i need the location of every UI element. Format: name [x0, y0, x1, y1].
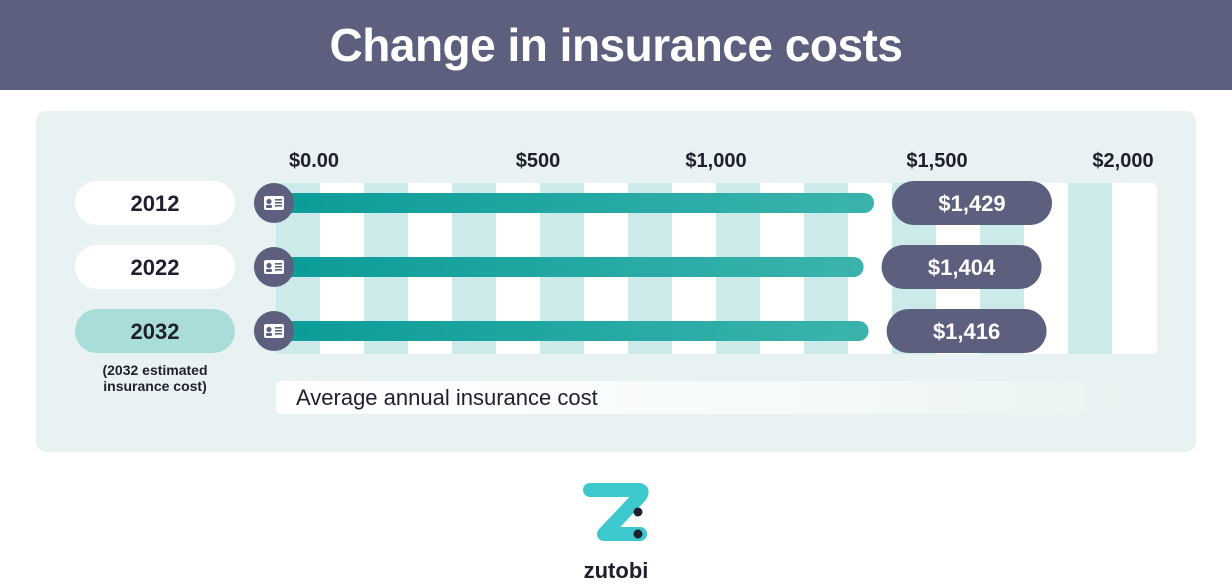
category-pill — [75, 245, 235, 289]
chart-area: $0.00 $500 $1,000 $1,500 $2,000 2012 $1,429 20… — [75, 150, 1157, 414]
value-pill — [881, 245, 1042, 289]
id-card-icon-line — [275, 263, 282, 265]
grid-stripe — [1068, 183, 1112, 354]
category-label: 2012 — [131, 191, 180, 216]
annotation-text: insurance cost) — [103, 378, 206, 394]
x-tick-label: $1,500 — [906, 150, 967, 172]
id-card-icon-line — [275, 199, 282, 201]
value-pill — [886, 309, 1047, 353]
id-card-icon-shoulders — [266, 205, 272, 208]
x-tick-label: $2,000 — [1092, 150, 1153, 172]
x-axis-label: Average annual insurance cost — [296, 385, 598, 410]
z-logo-icon — [583, 483, 649, 541]
category-label: 2022 — [131, 255, 180, 280]
category-pill — [75, 181, 235, 225]
chart-title: Change in insurance costs — [329, 19, 903, 71]
data-label: $1,429 — [938, 191, 1005, 216]
brand-logo: zutobi — [560, 476, 672, 586]
id-card-icon-photo — [266, 326, 272, 333]
bar — [278, 321, 869, 341]
id-card-icon-line — [275, 202, 282, 204]
id-card-icon-line — [275, 266, 282, 268]
annotation-text: (2032 estimated — [102, 362, 207, 378]
brand-name: zutobi — [583, 558, 649, 583]
id-card-icon-line — [275, 205, 282, 207]
category-label: 2032 — [131, 319, 180, 344]
id-card-icon-shoulders — [266, 333, 272, 336]
id-card-icon-line — [275, 333, 282, 335]
x-tick-label: $500 — [516, 150, 561, 172]
value-pill — [892, 181, 1053, 225]
bar — [278, 193, 875, 213]
id-card-icon-photo — [266, 262, 272, 269]
category-pill — [75, 309, 235, 353]
id-card-icon-shoulders — [266, 269, 272, 272]
chart-panel: $0.00 $500 $1,000 $1,500 $2,000 2012 $1,429 20… — [36, 111, 1196, 452]
id-card-icon-line — [275, 330, 282, 332]
bar — [278, 257, 864, 277]
title-banner: Change in insurance costs — [0, 0, 1232, 90]
x-tick-label: $0.00 — [289, 150, 339, 172]
x-axis-label-bg — [276, 381, 1126, 414]
x-tick-label: $1,000 — [685, 150, 746, 172]
data-label: $1,416 — [933, 319, 1000, 344]
id-card-icon-photo — [266, 198, 272, 205]
id-card-icon-line — [275, 269, 282, 271]
id-card-icon-line — [275, 327, 282, 329]
data-label: $1,404 — [928, 255, 996, 280]
